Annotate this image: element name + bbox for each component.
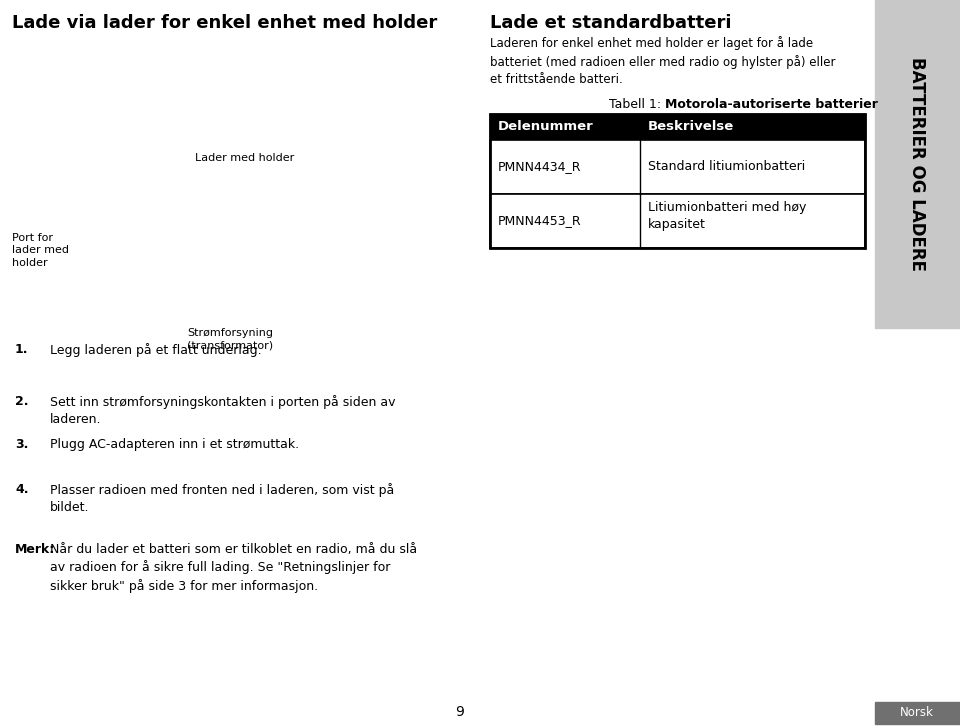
Text: Beskrivelse: Beskrivelse — [648, 121, 734, 133]
Text: Plasser radioen med fronten ned i laderen, som vist på
bildet.: Plasser radioen med fronten ned i ladere… — [50, 483, 395, 514]
Text: 1.: 1. — [15, 343, 29, 356]
Text: PMNN4453_R: PMNN4453_R — [498, 215, 582, 227]
Bar — [490, 140, 865, 194]
Text: Laderen for enkel enhet med holder er laget for å lade
batteriet (med radioen el: Laderen for enkel enhet med holder er la… — [490, 36, 835, 87]
Text: Plugg AC-adapteren inn i et strømuttak.: Plugg AC-adapteren inn i et strømuttak. — [50, 438, 300, 451]
Text: 3.: 3. — [15, 438, 29, 451]
Text: PMNN4434_R: PMNN4434_R — [498, 160, 582, 173]
Text: Standard litiumionbatteri: Standard litiumionbatteri — [648, 160, 805, 173]
Text: Delenummer: Delenummer — [498, 121, 593, 133]
Text: BATTERIER OG LADERE: BATTERIER OG LADERE — [908, 57, 926, 271]
Bar — [490, 194, 865, 248]
Text: Motorola-autoriserte batterier: Motorola-autoriserte batterier — [665, 98, 877, 111]
Text: Lader med holder: Lader med holder — [195, 153, 295, 163]
Text: Port for
lader med
holder: Port for lader med holder — [12, 233, 69, 268]
Text: 2.: 2. — [15, 395, 29, 408]
Bar — [875, 702, 960, 724]
Text: Tabell 1:: Tabell 1: — [609, 98, 665, 111]
Bar — [490, 114, 865, 248]
Text: Merk:: Merk: — [15, 543, 56, 556]
Text: Sett inn strømforsyningskontakten i porten på siden av
laderen.: Sett inn strømforsyningskontakten i port… — [50, 395, 396, 426]
Text: Norsk: Norsk — [900, 706, 934, 719]
Text: Lade et standardbatteri: Lade et standardbatteri — [490, 14, 732, 32]
Bar — [875, 0, 960, 328]
Text: Lade via lader for enkel enhet med holder: Lade via lader for enkel enhet med holde… — [12, 14, 437, 32]
Text: 9: 9 — [456, 705, 465, 719]
Text: Strømforsyning
(transformator): Strømforsyning (transformator) — [187, 328, 273, 350]
Text: Når du lader et batteri som er tilkoblet en radio, må du slå
av radioen for å si: Når du lader et batteri som er tilkoblet… — [50, 543, 418, 593]
Text: Litiumionbatteri med høy
kapasitet: Litiumionbatteri med høy kapasitet — [648, 201, 806, 231]
Bar — [490, 114, 865, 140]
Text: Legg laderen på et flatt underlag.: Legg laderen på et flatt underlag. — [50, 343, 262, 357]
Text: 4.: 4. — [15, 483, 29, 496]
